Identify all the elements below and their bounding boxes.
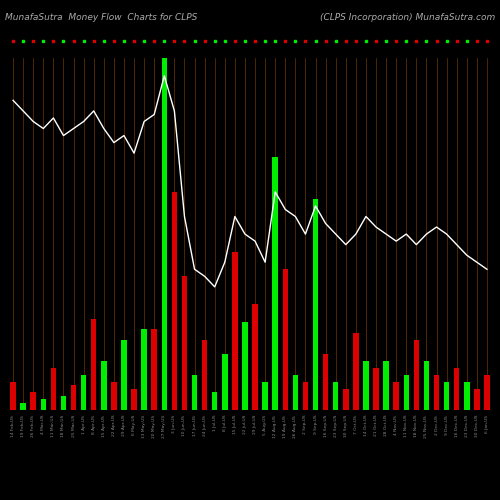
- Bar: [282, 270, 288, 410]
- Bar: [424, 360, 429, 410]
- Bar: [384, 360, 389, 410]
- Bar: [111, 382, 116, 410]
- Bar: [30, 392, 36, 410]
- Bar: [252, 304, 258, 410]
- Bar: [10, 382, 16, 410]
- Bar: [50, 368, 56, 410]
- Bar: [464, 382, 469, 410]
- Bar: [474, 389, 480, 410]
- Bar: [232, 252, 237, 410]
- Text: MunafaSutra  Money Flow  Charts for CLPS: MunafaSutra Money Flow Charts for CLPS: [5, 14, 198, 22]
- Bar: [394, 382, 399, 410]
- Bar: [374, 368, 379, 410]
- Bar: [182, 276, 187, 410]
- Bar: [81, 375, 86, 410]
- Bar: [152, 329, 157, 410]
- Bar: [444, 382, 450, 410]
- Bar: [262, 382, 268, 410]
- Bar: [222, 354, 228, 410]
- Bar: [101, 360, 106, 410]
- Bar: [353, 332, 358, 410]
- Bar: [414, 340, 419, 410]
- Bar: [333, 382, 338, 410]
- Bar: [404, 375, 409, 410]
- Bar: [71, 386, 76, 410]
- Bar: [343, 389, 348, 410]
- Bar: [363, 360, 368, 410]
- Bar: [292, 375, 298, 410]
- Bar: [121, 340, 126, 410]
- Text: (CLPS Incorporation) MunafaSutra.com: (CLPS Incorporation) MunafaSutra.com: [320, 14, 495, 22]
- Bar: [40, 400, 46, 410]
- Bar: [132, 389, 137, 410]
- Bar: [302, 382, 308, 410]
- Bar: [313, 199, 318, 410]
- Bar: [142, 329, 147, 410]
- Bar: [202, 340, 207, 410]
- Bar: [192, 375, 198, 410]
- Bar: [172, 192, 177, 410]
- Bar: [272, 156, 278, 410]
- Bar: [60, 396, 66, 410]
- Bar: [323, 354, 328, 410]
- Bar: [20, 403, 26, 410]
- Bar: [91, 318, 96, 410]
- Bar: [212, 392, 218, 410]
- Bar: [454, 368, 460, 410]
- Bar: [242, 322, 248, 410]
- Bar: [434, 375, 440, 410]
- Bar: [484, 375, 490, 410]
- Bar: [162, 58, 167, 410]
